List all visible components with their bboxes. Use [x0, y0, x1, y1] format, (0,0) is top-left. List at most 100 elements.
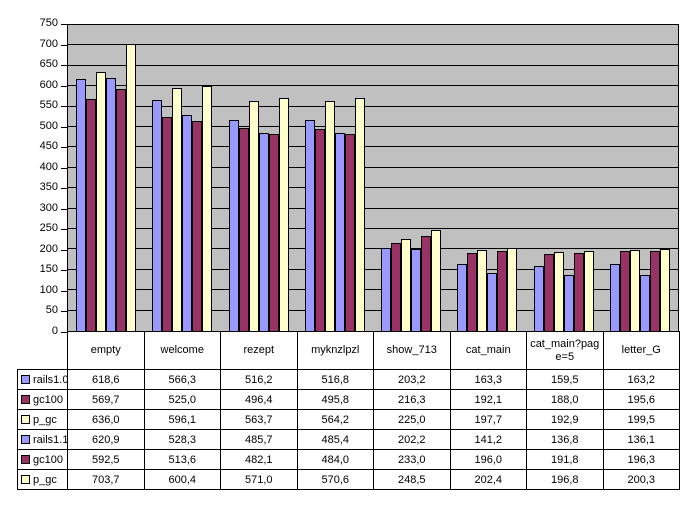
bar — [639, 275, 650, 331]
value-cell: 703,7 — [67, 469, 145, 490]
value-cell: 596,1 — [143, 409, 221, 430]
bar — [304, 120, 315, 331]
bar — [192, 121, 203, 331]
bar-group — [449, 25, 525, 331]
bar — [76, 78, 87, 331]
y-axis-label: 500 — [39, 119, 58, 132]
bar — [457, 264, 468, 331]
bar — [126, 43, 137, 331]
bar — [543, 254, 554, 331]
bar — [563, 275, 574, 331]
bar — [106, 77, 117, 331]
y-axis-label: 550 — [39, 99, 58, 112]
value-cell: 163,2 — [602, 369, 680, 390]
bar — [324, 100, 335, 331]
value-cell: 233,0 — [373, 449, 451, 470]
y-axis-tick — [61, 106, 67, 108]
bar-group — [144, 25, 220, 331]
bar — [354, 98, 365, 331]
value-cell: 188,0 — [526, 389, 604, 410]
legend-color-swatch — [21, 415, 30, 424]
value-cell: 199,5 — [602, 409, 680, 430]
y-axis-label: 600 — [39, 78, 58, 91]
category-header: cat_main?page=5 — [526, 331, 604, 370]
legend-color-swatch — [21, 395, 30, 404]
y-axis-label: 300 — [39, 201, 58, 214]
legend-color-swatch — [21, 435, 30, 444]
y-axis-tick — [61, 147, 67, 149]
table-row: rails1.0 618,6 566,3 516,2 516,8 203,2 163,3 15… — [17, 369, 680, 390]
y-axis: 0 50 100 150 200 250 300 350 400 450 500 550 600 650 7… — [0, 17, 60, 337]
y-axis-label: 400 — [39, 160, 58, 173]
legend-item: p_gc — [17, 409, 68, 430]
bar — [228, 120, 239, 331]
value-cell: 141,2 — [449, 429, 527, 450]
y-axis-tick — [61, 167, 67, 169]
bar-group — [373, 25, 449, 331]
value-cell: 225,0 — [373, 409, 451, 430]
category-header: empty — [67, 331, 145, 370]
legend-label: p_gc — [33, 473, 57, 486]
value-cell: 569,7 — [67, 389, 145, 410]
gridline — [68, 268, 678, 270]
bar — [391, 242, 402, 331]
bar — [659, 249, 670, 331]
gridline — [68, 228, 678, 229]
category-header: rezept — [220, 331, 298, 370]
table-row: p_gc 636,0 596,1 563,7 564,2 225,0 197,7 192,9 1… — [17, 409, 680, 430]
y-axis-label: 750 — [39, 17, 58, 29]
bar — [507, 248, 518, 331]
y-axis-tick — [61, 65, 67, 67]
y-axis-tick — [61, 229, 67, 231]
bar — [533, 265, 544, 331]
value-cell: 516,2 — [220, 369, 298, 390]
table-row: gc100 569,7 525,0 496,4 495,8 216,3 192,1 188,0… — [17, 389, 680, 410]
bar — [162, 116, 173, 331]
y-axis-tick — [61, 24, 67, 25]
y-axis-ticks — [61, 24, 67, 333]
legend-color-swatch — [21, 375, 30, 384]
y-axis-tick — [61, 126, 67, 128]
bar — [573, 252, 584, 331]
bar — [202, 86, 213, 331]
legend-item: gc100 — [17, 389, 68, 410]
bar — [583, 250, 594, 331]
bar — [411, 248, 422, 331]
value-cell: 566,3 — [143, 369, 221, 390]
gridline — [68, 207, 678, 209]
value-cell: 485,4 — [296, 429, 374, 450]
value-cell: 592,5 — [67, 449, 145, 470]
bar — [629, 249, 640, 331]
value-cell: 195,6 — [602, 389, 680, 410]
bar — [238, 128, 249, 331]
corner-cell — [17, 331, 68, 370]
category-header: letter_G — [602, 331, 680, 370]
value-cell: 196,0 — [449, 449, 527, 470]
value-cell: 600,4 — [143, 469, 221, 490]
value-cell: 196,3 — [602, 449, 680, 470]
gridline — [68, 146, 678, 148]
value-cell: 197,7 — [449, 409, 527, 430]
value-cell: 636,0 — [67, 409, 145, 430]
bar — [619, 251, 630, 331]
table-row: p_gc 703,7 600,4 571,0 570,6 248,5 202,4 196,8 2… — [17, 469, 680, 490]
value-cell: 618,6 — [67, 369, 145, 390]
value-cell: 196,8 — [526, 469, 604, 490]
legend-label: rails1.1 — [33, 433, 68, 446]
gridline — [68, 166, 678, 168]
bar — [248, 101, 259, 331]
y-axis-tick — [61, 85, 67, 87]
y-axis-label: 0 — [51, 325, 58, 337]
value-cell: 495,8 — [296, 389, 374, 410]
y-axis-label: 200 — [39, 242, 58, 255]
category-header: show_713 — [373, 331, 451, 370]
value-cell: 528,3 — [143, 429, 221, 450]
gridline — [68, 85, 678, 87]
y-axis-label: 350 — [39, 181, 58, 194]
bar — [487, 273, 498, 331]
bar-group — [297, 25, 373, 331]
bar — [334, 132, 345, 331]
bar-group — [221, 25, 297, 331]
bar — [401, 239, 412, 331]
y-axis-tick — [61, 208, 67, 210]
